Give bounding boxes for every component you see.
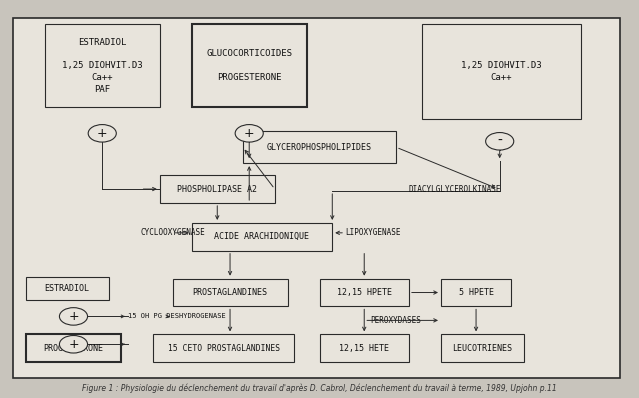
Bar [26, 277, 109, 300]
Text: ESTRADIOL: ESTRADIOL [45, 284, 89, 293]
Text: ESTRADIOL

1,25 DIOHVIT.D3
Ca++
PAF: ESTRADIOL 1,25 DIOHVIT.D3 Ca++ PAF [62, 37, 142, 94]
Text: GLYCEROPHOSPHOLIPIDES: GLYCEROPHOSPHOLIPIDES [267, 143, 372, 152]
Circle shape [486, 133, 514, 150]
Text: +: + [68, 310, 79, 323]
Text: +: + [97, 127, 107, 140]
Text: 1,25 DIOHVIT.D3
Ca++: 1,25 DIOHVIT.D3 Ca++ [461, 61, 542, 82]
Bar [153, 334, 294, 362]
Text: 12,15 HPETE: 12,15 HPETE [337, 288, 392, 297]
Text: DIACYLGLYCEROLKINASE: DIACYLGLYCEROLKINASE [409, 185, 502, 193]
Text: CYCLOOXYGENASE: CYCLOOXYGENASE [141, 228, 205, 237]
Bar [320, 279, 409, 306]
Bar [160, 175, 275, 203]
Text: PROSTAGLANDINES: PROSTAGLANDINES [192, 288, 268, 297]
Bar [45, 24, 160, 107]
Bar [441, 279, 511, 306]
Text: +: + [68, 338, 79, 351]
Text: LIPOXYGENASE: LIPOXYGENASE [345, 228, 401, 237]
Text: LEUCOTRIENES: LEUCOTRIENES [452, 344, 512, 353]
Text: ACIDE ARACHIDONIQUE: ACIDE ARACHIDONIQUE [215, 232, 309, 241]
Bar [422, 24, 581, 119]
Text: GLUCOCORTICOIDES

PROGESTERONE: GLUCOCORTICOIDES PROGESTERONE [206, 49, 292, 82]
Text: +: + [244, 127, 254, 140]
Text: 15 OH PG DESHYDROGENASE: 15 OH PG DESHYDROGENASE [128, 313, 226, 320]
Bar [320, 334, 409, 362]
Text: PROGESTERONE: PROGESTERONE [43, 344, 104, 353]
Bar [192, 223, 332, 251]
Bar [26, 334, 121, 362]
Circle shape [59, 308, 88, 325]
Circle shape [235, 125, 263, 142]
Bar [441, 334, 524, 362]
Text: -: - [497, 134, 502, 148]
Text: PHOSPHOLIPASE A2: PHOSPHOLIPASE A2 [177, 185, 258, 193]
Text: 15 CETO PROSTAGLANDINES: 15 CETO PROSTAGLANDINES [167, 344, 280, 353]
Bar [192, 24, 307, 107]
Text: 5 HPETE: 5 HPETE [459, 288, 493, 297]
Circle shape [59, 336, 88, 353]
Text: PEROXYDASES: PEROXYDASES [371, 316, 422, 325]
Circle shape [88, 125, 116, 142]
Bar [173, 279, 288, 306]
Bar [243, 131, 396, 163]
Text: 12,15 HETE: 12,15 HETE [339, 344, 389, 353]
Text: Figure 1 : Physiologie du déclenchement du travail d'après D. Cabrol, Déclenchem: Figure 1 : Physiologie du déclenchement … [82, 383, 557, 393]
